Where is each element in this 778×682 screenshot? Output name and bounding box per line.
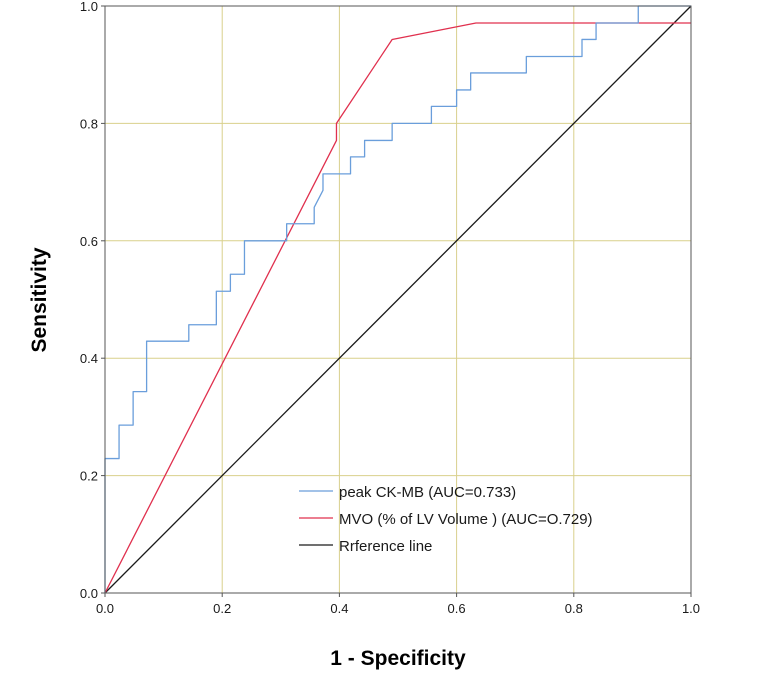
legend-label-mvo: MVO (% of LV Volume ) (AUC=O.729) (339, 511, 593, 528)
x-tick-label: 0.2 (213, 601, 231, 616)
x-tick-label: 1.0 (682, 601, 700, 616)
series-lines (104, 5, 692, 594)
y-tick-label: 0.2 (80, 469, 98, 484)
x-tick-label: 0.8 (565, 601, 583, 616)
y-tick-label: 0.0 (80, 586, 98, 601)
y-tick-label: 1.0 (80, 0, 98, 14)
x-tick-label: 0.6 (448, 601, 466, 616)
y-tick-label: 0.4 (80, 351, 98, 366)
plot-frame (104, 5, 692, 594)
y-tick-label: 0.8 (80, 116, 98, 131)
reference-line (104, 5, 692, 594)
roc-curve-mvo (104, 22, 691, 594)
x-tick-label: 0.4 (330, 601, 348, 616)
legend-label-reference: Rrference line (339, 538, 432, 555)
legend: peak CK-MB (AUC=0.733) MVO (% of LV Volu… (299, 484, 593, 555)
x-axis-title: 1 - Specificity (330, 647, 466, 670)
roc-curve-peak-ckmb (104, 5, 691, 593)
y-tick-label: 0.6 (80, 234, 98, 249)
y-axis-title: Sensitivity (28, 247, 51, 352)
axis-ticks: 0.0 0.2 0.4 0.6 0.8 1.0 0.0 0.2 0.4 0.6 0.8 1.0 (80, 0, 700, 616)
x-tick-label: 0.0 (96, 601, 114, 616)
legend-label-peak-ckmb: peak CK-MB (AUC=0.733) (339, 484, 516, 501)
